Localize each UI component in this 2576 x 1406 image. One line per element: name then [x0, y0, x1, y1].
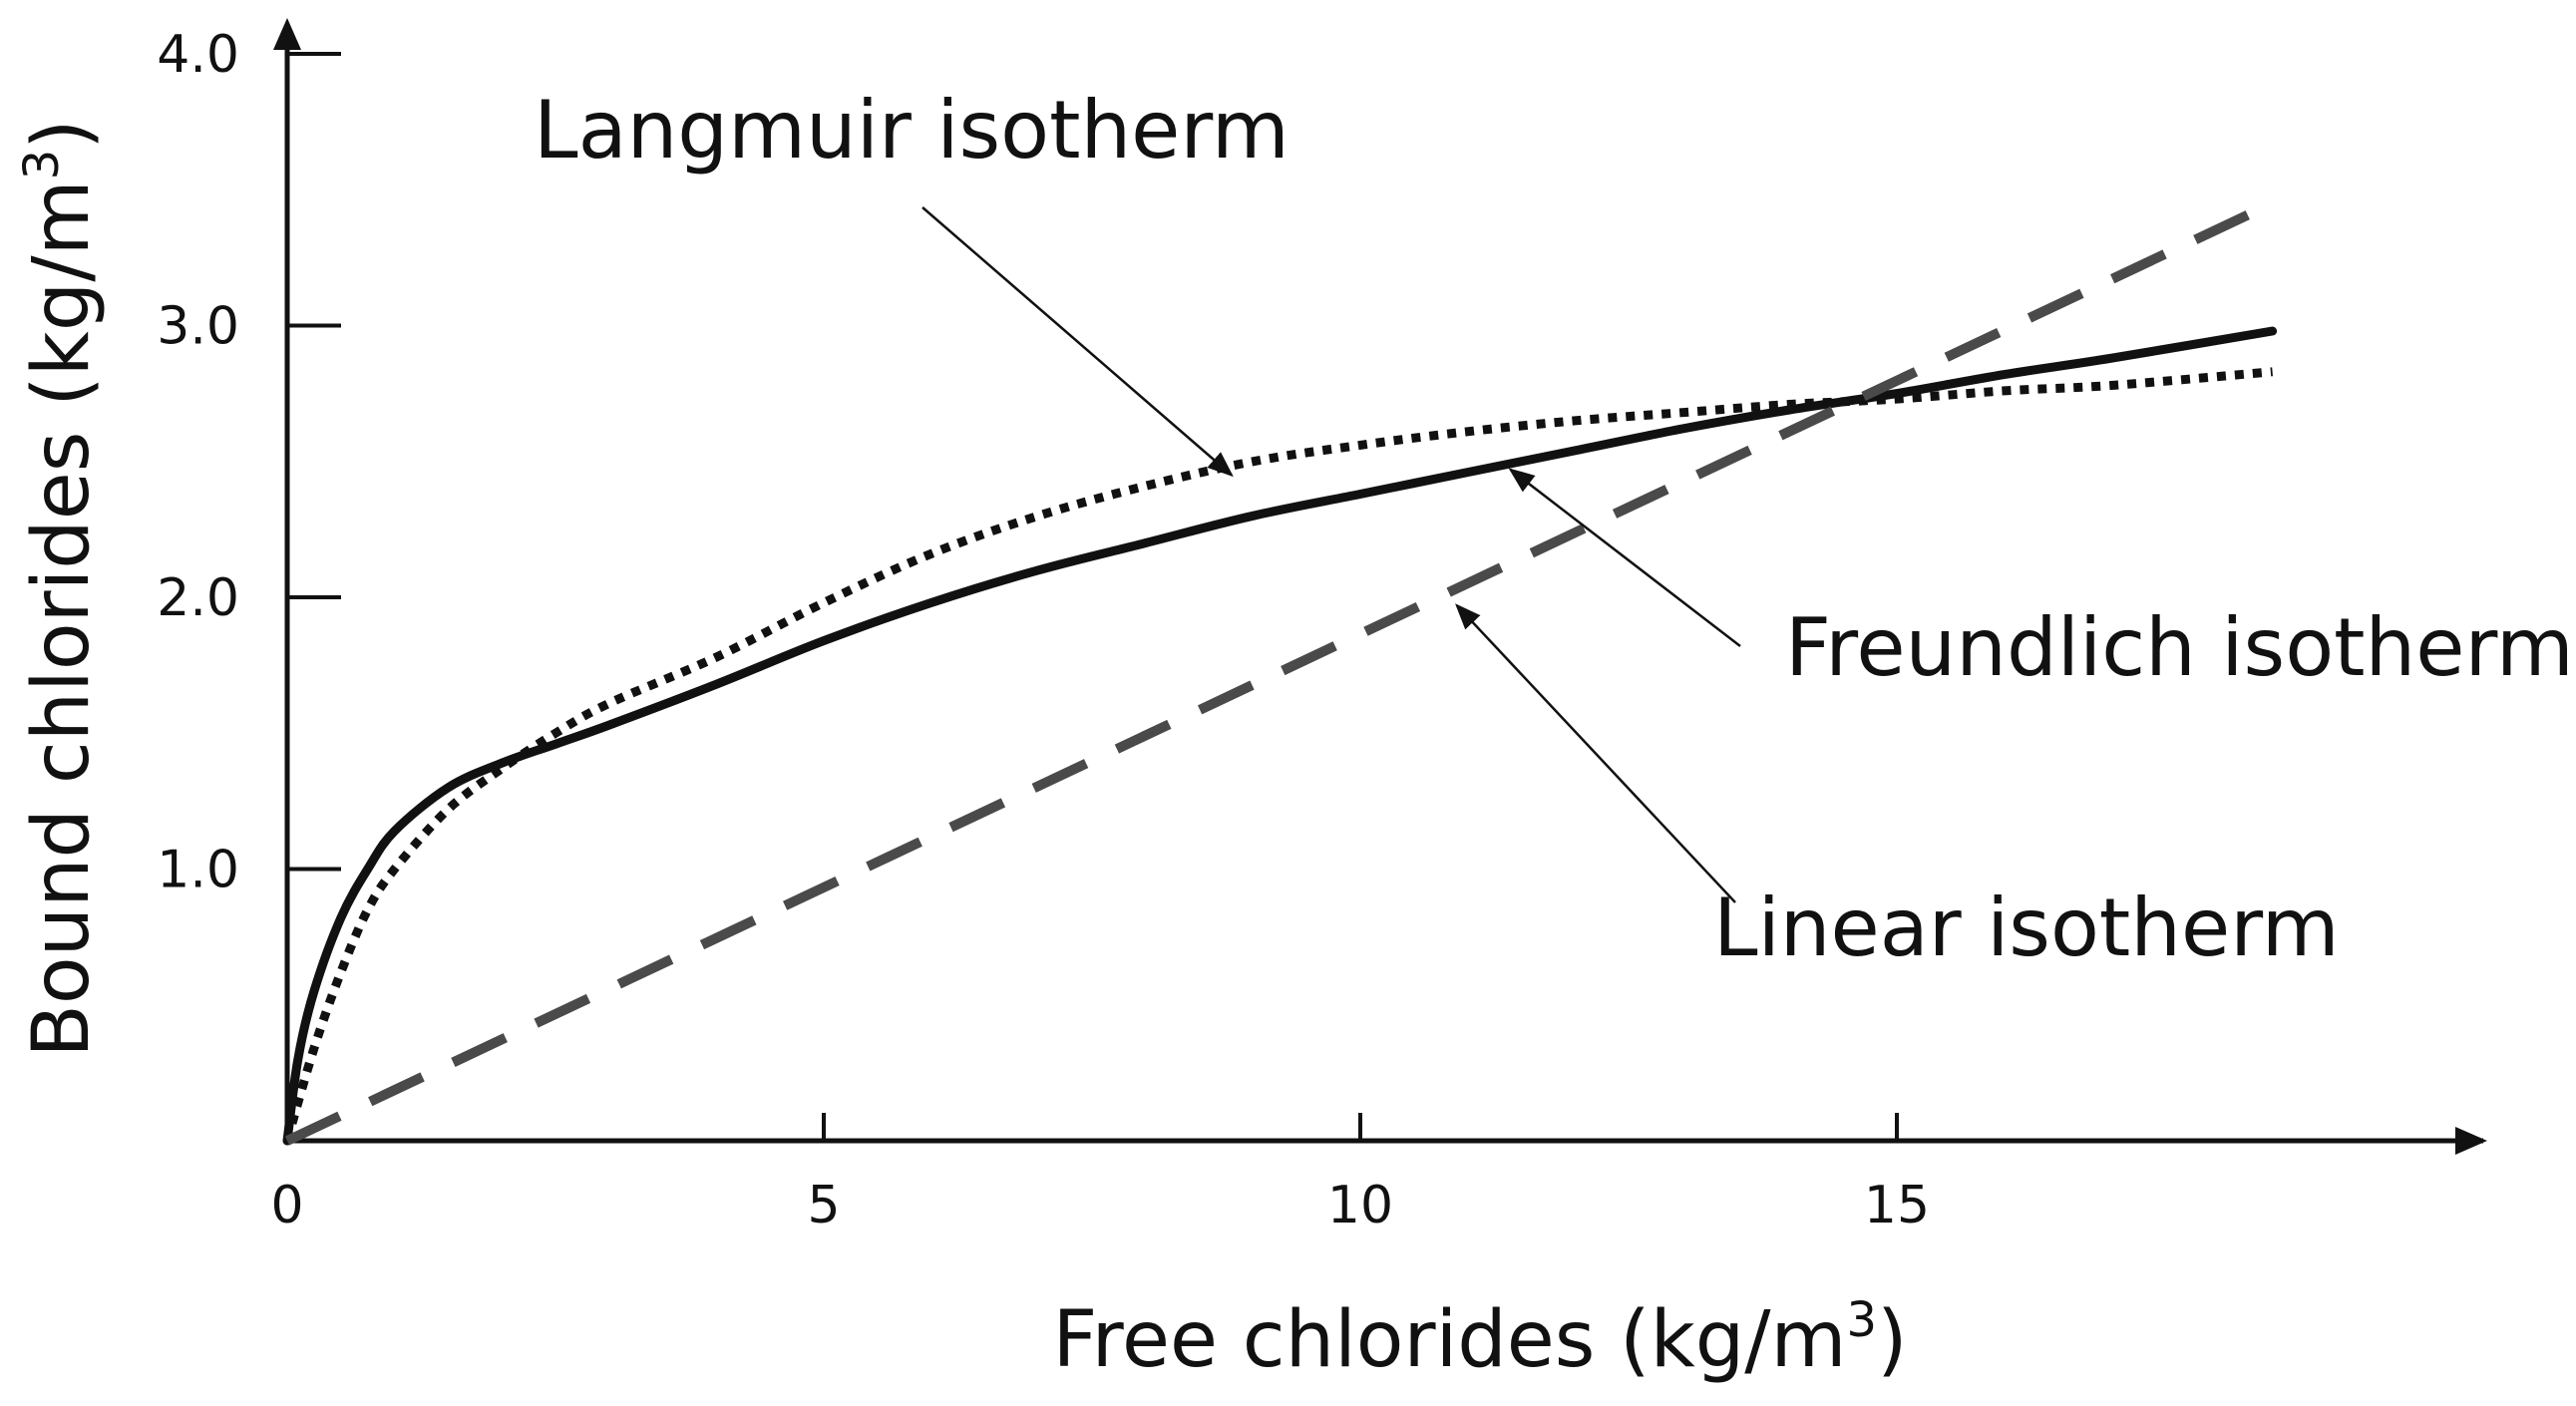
y-axis-title-superscript: 3: [14, 150, 70, 180]
annotation-arrow-freundlich-isotherm: [1508, 468, 1741, 647]
y-axis-title: Bound chlorides (kg/m3): [14, 119, 107, 1057]
y-axis-title-end: ): [17, 119, 107, 149]
series-line-freundlich-isotherm: [282, 326, 2278, 1146]
x-tick-label-15: 15: [1864, 1176, 1930, 1235]
x-axis-title-end: ): [1877, 1295, 1907, 1385]
annotation-freundlich-label: Freundlich isotherm: [1785, 601, 2574, 694]
y-axis-title-text: Bound chlorides (kg/m: [17, 179, 107, 1057]
series-layer: [282, 198, 2278, 1146]
annotation-linear-label: Linear isotherm: [1713, 881, 2340, 974]
y-axis-arrowhead: [273, 18, 301, 50]
annotation-langmuir-label: Langmuir isotherm: [534, 84, 1289, 176]
y-tick-label-1-0: 1.0: [157, 841, 239, 900]
x-axis-title: Free chlorides (kg/m3): [1052, 1292, 1907, 1385]
x-tick-label-5: 5: [807, 1176, 840, 1235]
annotation-arrow-linear-isotherm: [1455, 603, 1736, 903]
y-tick-label-3-0: 3.0: [157, 297, 239, 357]
x-axis-title-superscript: 3: [1847, 1292, 1878, 1348]
y-tick-label-2-0: 2.0: [157, 568, 239, 628]
axis-ticks: 0 5 10 15 1.0 2.0 3.0 4.0: [157, 25, 1930, 1235]
y-tick-label-4-0: 4.0: [157, 25, 239, 85]
x-tick-label-0: 0: [270, 1176, 303, 1235]
annotation-layer: [921, 206, 1741, 903]
annotation-arrow-langmuir-isotherm: [921, 206, 1234, 478]
x-axis-arrowhead: [2455, 1127, 2487, 1155]
series-line-langmuir-isotherm: [282, 367, 2273, 1143]
x-axis-title-text: Free chlorides (kg/m: [1052, 1295, 1846, 1385]
x-tick-label-10: 10: [1327, 1176, 1393, 1235]
